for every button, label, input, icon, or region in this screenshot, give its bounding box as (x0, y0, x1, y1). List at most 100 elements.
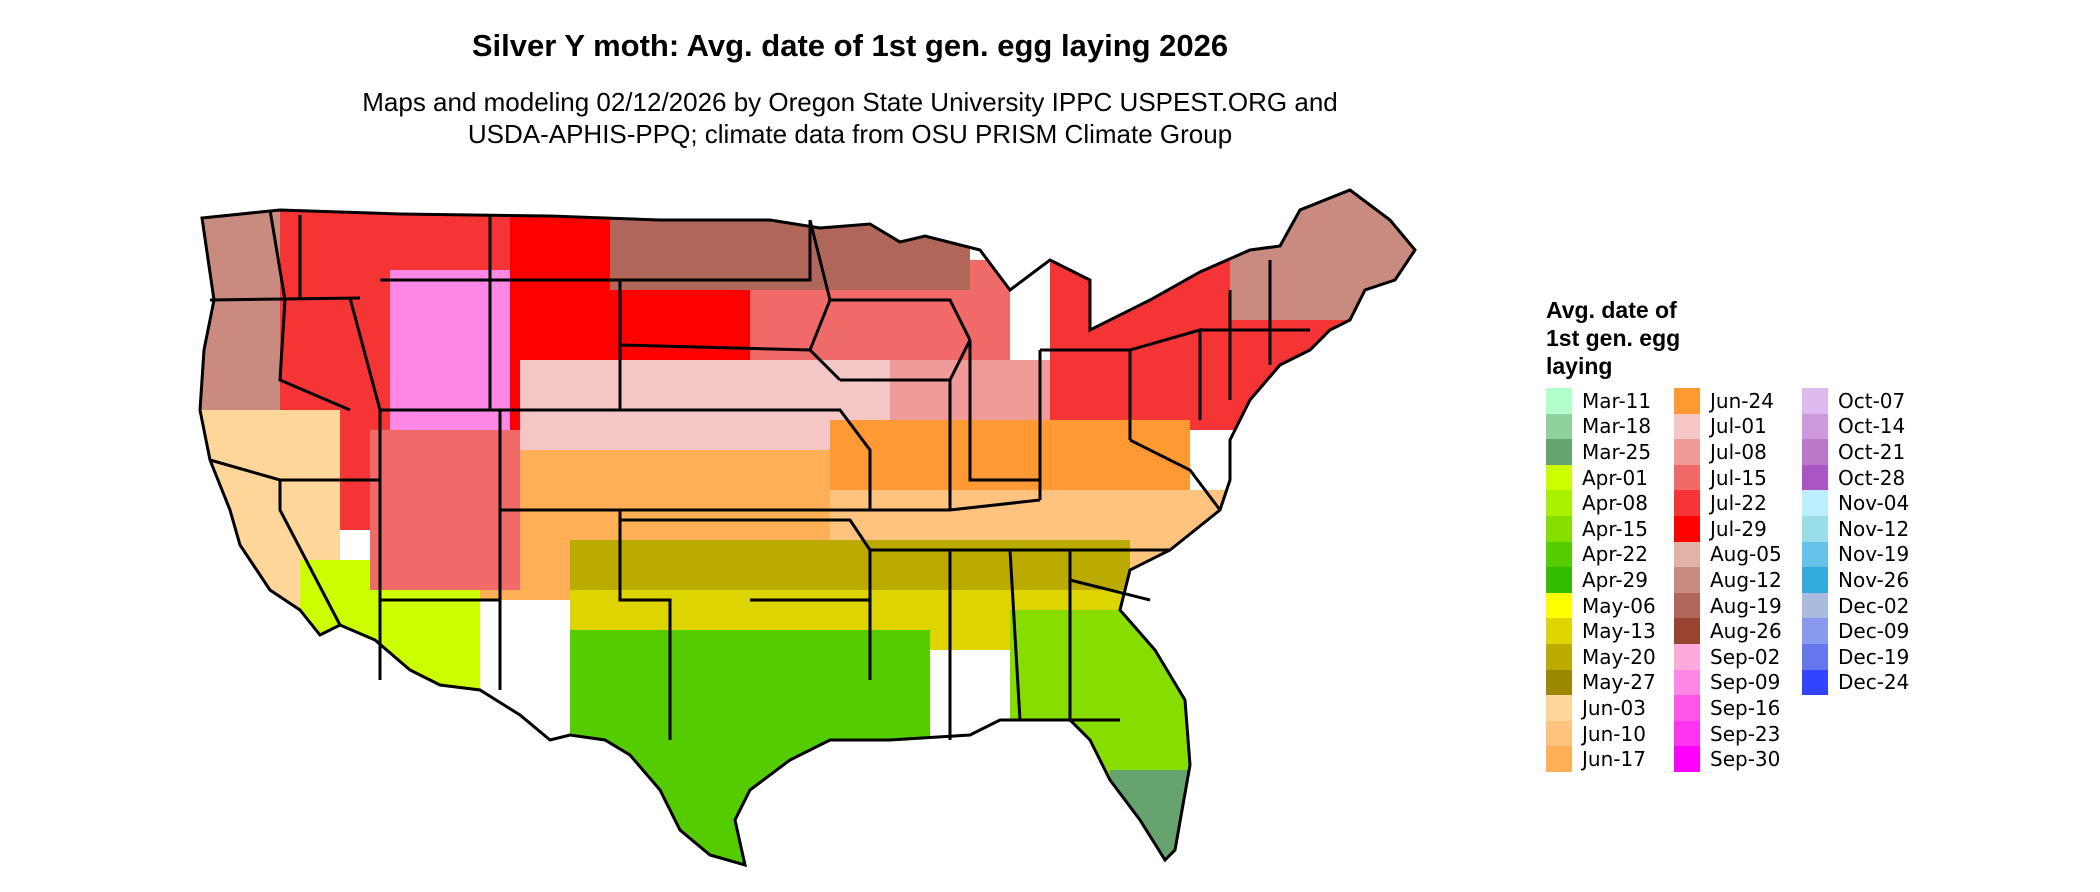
legend-swatch (1674, 413, 1700, 440)
legend-label: Dec-09 (1838, 619, 1910, 644)
legend-column-2: Jun-24 Jul-01 Jul-08 Jul-15 Jul-22 Jul-29 Aug-… (1674, 388, 1802, 772)
legend-swatch (1674, 720, 1700, 747)
legend-item: Dec-09 (1802, 618, 1930, 644)
legend-item: Jul-29 (1674, 515, 1802, 542)
state-line-30 (1129, 438, 1222, 511)
legend-label: May-13 (1582, 619, 1656, 644)
legend-item: Nov-26 (1802, 567, 1930, 593)
map-region-southwest-high (370, 430, 520, 590)
legend-item: Mar-18 (1546, 413, 1674, 440)
legend-swatch (1802, 643, 1828, 670)
legend-swatch (1802, 618, 1828, 644)
legend-item: Oct-07 (1802, 388, 1930, 414)
legend-swatch (1674, 567, 1700, 593)
subtitle-line-1: Maps and modeling 02/12/2026 by Oregon S… (362, 87, 1338, 117)
us-map-svg (198, 188, 1417, 868)
legend-item: Nov-19 (1802, 541, 1930, 568)
legend-item: Sep-09 (1674, 669, 1802, 696)
map-region-florida (1010, 610, 1210, 865)
legend-label: Aug-12 (1710, 567, 1782, 592)
legend-item: Oct-21 (1802, 439, 1930, 465)
legend-label: Dec-19 (1838, 644, 1910, 669)
legend-title-line-1: Avg. date of (1546, 297, 1677, 323)
legend-swatch (1802, 541, 1828, 568)
map-region-north-woods (610, 190, 970, 290)
legend-swatch (1546, 720, 1572, 747)
legend-title-line-2: 1st gen. egg (1546, 325, 1681, 351)
legend-item: May-27 (1546, 669, 1674, 696)
state-line-19 (618, 510, 672, 740)
legend-swatch (1802, 567, 1828, 593)
legend-item: Oct-28 (1802, 464, 1930, 491)
legend-item: Apr-01 (1546, 464, 1674, 491)
legend-swatch (1802, 490, 1828, 516)
legend-item: Sep-16 (1674, 695, 1802, 721)
legend-swatch (1802, 669, 1828, 696)
legend-item: Apr-29 (1546, 567, 1674, 593)
state-line-21 (750, 598, 872, 680)
legend-label: Jul-29 (1710, 516, 1767, 541)
legend-label: Jul-08 (1710, 439, 1767, 464)
state-line-20 (620, 518, 872, 600)
legend-swatch (1802, 388, 1828, 414)
legend-item: Nov-04 (1802, 490, 1930, 516)
us-map (190, 180, 1520, 880)
legend-item: Jun-17 (1546, 746, 1674, 772)
legend-label: Apr-01 (1582, 465, 1648, 490)
legend-item: Jun-24 (1674, 388, 1802, 414)
legend-label: Oct-28 (1838, 465, 1906, 490)
legend-swatch (1546, 746, 1572, 772)
legend-label: Jul-01 (1710, 414, 1767, 439)
legend-columns: Mar-11 Mar-18 Mar-25 Apr-01 Apr-08 Apr-15 Apr-… (1546, 388, 1930, 772)
legend-item: May-20 (1546, 643, 1674, 670)
state-line-27 (968, 340, 1040, 482)
legend-label: Nov-19 (1838, 542, 1910, 567)
legend-swatch (1546, 388, 1572, 414)
legend-label: Mar-25 (1582, 439, 1652, 464)
legend-item: May-13 (1546, 618, 1674, 644)
legend-swatch (1674, 618, 1700, 644)
legend: Avg. date of 1st gen. egg laying Mar-11 M… (1546, 296, 2086, 796)
legend-swatch (1674, 439, 1700, 465)
legend-swatch (1802, 439, 1828, 465)
legend-swatch (1546, 592, 1572, 619)
state-line-3 (268, 209, 351, 412)
legend-label: Aug-19 (1710, 593, 1782, 618)
legend-item: Aug-26 (1674, 618, 1802, 644)
legend-item: Apr-22 (1546, 541, 1674, 568)
legend-label: Jun-10 (1582, 721, 1646, 746)
legend-item: Aug-19 (1674, 592, 1802, 619)
legend-swatch (1546, 439, 1572, 465)
legend-swatch (1674, 490, 1700, 516)
legend-label: Apr-08 (1582, 491, 1648, 516)
legend-title-line-3: laying (1546, 353, 1613, 379)
state-boundaries (198, 188, 1417, 868)
legend-title: Avg. date of 1st gen. egg laying (1546, 296, 1746, 380)
state-line-4 (330, 297, 382, 482)
legend-label: Jun-17 (1582, 747, 1646, 772)
legend-label: Aug-26 (1710, 619, 1782, 644)
map-region-rocky-mountains-high (390, 270, 510, 440)
legend-swatch (1674, 388, 1700, 414)
legend-item: Mar-11 (1546, 388, 1674, 414)
map-region-new-england-north (1230, 190, 1415, 320)
legend-label: Oct-21 (1838, 439, 1906, 464)
legend-label: Jun-03 (1582, 695, 1646, 720)
legend-swatch (1546, 413, 1572, 440)
legend-label: Mar-11 (1582, 388, 1652, 413)
legend-item: Mar-25 (1546, 439, 1674, 465)
legend-label: Aug-05 (1710, 542, 1782, 567)
legend-swatch (1674, 541, 1700, 568)
legend-swatch (1546, 541, 1572, 568)
legend-swatch (1546, 464, 1572, 491)
legend-item: Dec-19 (1802, 643, 1930, 670)
legend-label: Nov-12 (1838, 516, 1910, 541)
legend-label: May-06 (1582, 593, 1656, 618)
legend-item: Aug-12 (1674, 567, 1802, 593)
legend-column-1: Mar-11 Mar-18 Mar-25 Apr-01 Apr-08 Apr-15 Apr-… (1546, 388, 1674, 772)
legend-label: Sep-09 (1710, 670, 1781, 695)
legend-swatch (1546, 669, 1572, 696)
legend-swatch (1546, 618, 1572, 644)
legend-swatch (1674, 695, 1700, 721)
state-line-26 (870, 498, 1041, 512)
